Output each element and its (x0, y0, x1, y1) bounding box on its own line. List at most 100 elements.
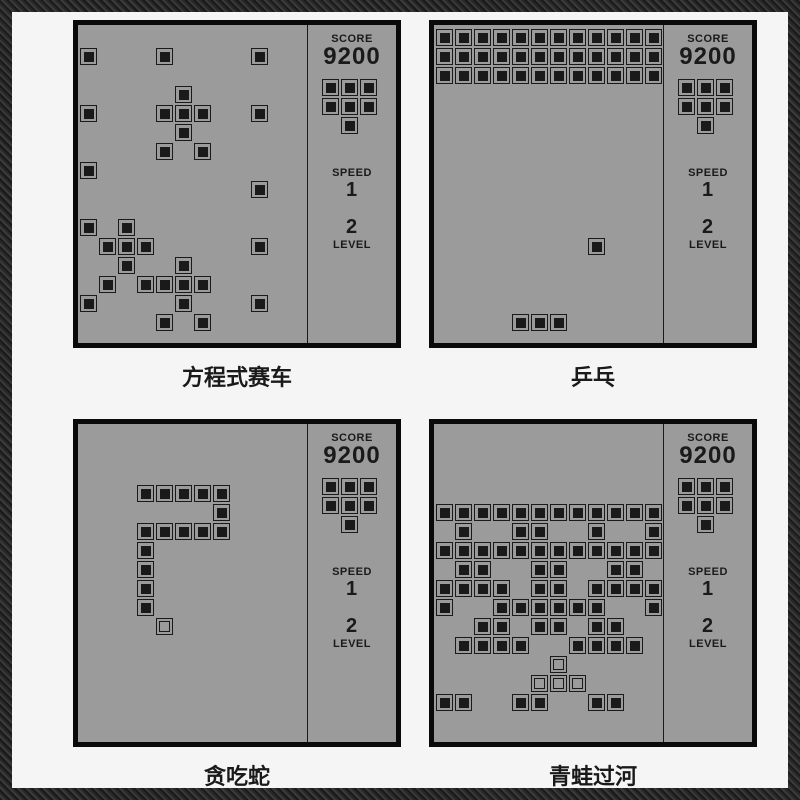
game-block (550, 599, 567, 616)
game-block (455, 29, 472, 46)
screen-frame: SCORE9200SPEED12LEVEL (73, 419, 401, 747)
game-block (436, 694, 453, 711)
preview-block (360, 98, 377, 115)
game-block (550, 314, 567, 331)
game-block (512, 29, 529, 46)
game-block (474, 637, 491, 654)
stats-sidebar: SCORE9200SPEED12LEVEL (308, 424, 396, 742)
game-block (531, 48, 548, 65)
game-block (436, 67, 453, 84)
stats-sidebar: SCORE9200SPEED12LEVEL (308, 25, 396, 343)
level-value: 2 (702, 615, 714, 638)
game-block (137, 599, 154, 616)
game-block (493, 504, 510, 521)
game-block (156, 143, 173, 160)
game-block (474, 561, 491, 578)
preview-block (360, 497, 377, 514)
game-block (99, 276, 116, 293)
game-block (455, 542, 472, 559)
game-block (626, 580, 643, 597)
preview-block (341, 516, 358, 533)
next-piece-preview (678, 478, 738, 538)
game-block (512, 48, 529, 65)
game-block (436, 599, 453, 616)
game-block (455, 67, 472, 84)
screen-frame: SCORE9200SPEED12LEVEL (429, 20, 757, 348)
game-block (531, 542, 548, 559)
game-block (493, 48, 510, 65)
preview-block (697, 117, 714, 134)
game-block (493, 580, 510, 597)
game-block (550, 580, 567, 597)
game-block (588, 618, 605, 635)
game-block (531, 523, 548, 540)
speed-label: SPEED (332, 167, 372, 179)
game-block (194, 485, 211, 502)
game-block (607, 29, 624, 46)
game-block (607, 694, 624, 711)
game-block (99, 238, 116, 255)
screen-frame: SCORE9200SPEED12LEVEL (429, 419, 757, 747)
game-block (118, 257, 135, 274)
game-block (626, 504, 643, 521)
game-block (569, 675, 586, 692)
preview-block (697, 516, 714, 533)
game-block (607, 618, 624, 635)
game-block (531, 580, 548, 597)
preview-block (716, 98, 733, 115)
game-block (607, 48, 624, 65)
game-block (550, 618, 567, 635)
game-block (569, 504, 586, 521)
preview-block (360, 478, 377, 495)
games-grid: SCORE9200SPEED12LEVEL方程式赛车SCORE9200SPEED… (70, 20, 760, 800)
game-block (118, 219, 135, 236)
game-block (436, 542, 453, 559)
game-block (251, 238, 268, 255)
speed-value: 1 (702, 179, 714, 202)
preview-block (678, 497, 695, 514)
game-block (194, 523, 211, 540)
preview-block (697, 98, 714, 115)
preview-block (716, 79, 733, 96)
game-block (550, 48, 567, 65)
game-block (455, 504, 472, 521)
game-block (80, 219, 97, 236)
game-block (588, 523, 605, 540)
game-block (493, 29, 510, 46)
game-block (645, 580, 662, 597)
game-block (455, 523, 472, 540)
game-block (550, 656, 567, 673)
level-label: LEVEL (689, 239, 727, 251)
preview-block (322, 497, 339, 514)
preview-block (678, 478, 695, 495)
game-block (156, 314, 173, 331)
preview-block (322, 98, 339, 115)
game-block (474, 29, 491, 46)
game-block (531, 504, 548, 521)
game-block (137, 561, 154, 578)
speed-label: SPEED (688, 167, 728, 179)
game-block (137, 276, 154, 293)
game-block (194, 276, 211, 293)
game-block (213, 523, 230, 540)
game-block (531, 599, 548, 616)
game-block (550, 504, 567, 521)
next-piece-preview (678, 79, 738, 139)
game-block (607, 542, 624, 559)
game-block (569, 29, 586, 46)
game-block (474, 542, 491, 559)
game-block (531, 694, 548, 711)
game-block (607, 504, 624, 521)
score-value: 9200 (679, 43, 736, 71)
preview-block (322, 478, 339, 495)
game-block (588, 238, 605, 255)
game-block (194, 143, 211, 160)
score-value: 9200 (323, 43, 380, 71)
game-block (626, 542, 643, 559)
game-block (493, 618, 510, 635)
game-block (455, 561, 472, 578)
game-card-frogger: SCORE9200SPEED12LEVEL青蛙过河 (426, 419, 760, 800)
game-block (512, 314, 529, 331)
preview-block (697, 79, 714, 96)
game-block (512, 694, 529, 711)
